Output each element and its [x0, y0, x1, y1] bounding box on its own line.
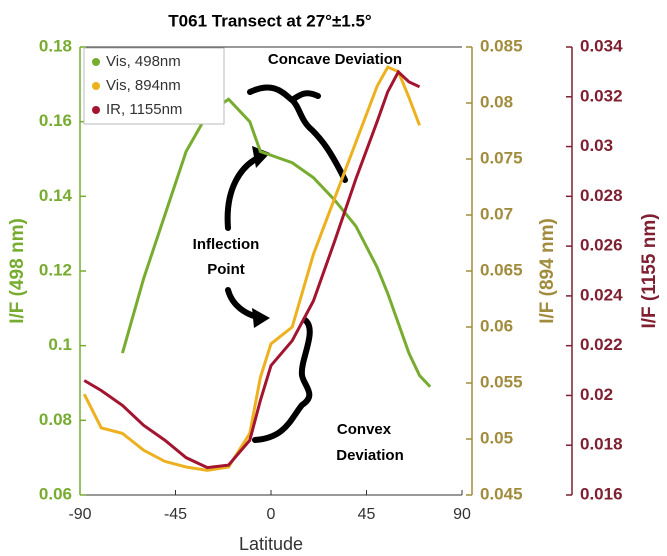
annotation: Concave Deviation: [268, 51, 402, 68]
y3-tick-label: 0.018: [580, 435, 623, 454]
legend-label: Vis, 894nm: [106, 77, 181, 94]
y-tick-label: 0.14: [39, 186, 73, 205]
y3-tick-label: 0.028: [580, 186, 623, 205]
y3-tick-label: 0.022: [580, 335, 623, 354]
y-tick-label: 0.08: [39, 410, 72, 429]
annotation: Inflection: [193, 236, 260, 253]
arrow-head: [252, 308, 270, 328]
y-tick-label: 0.12: [39, 260, 72, 279]
arrow-head: [252, 146, 270, 168]
legend-label: IR, 1155nm: [106, 101, 182, 118]
concave-brace: [247, 84, 348, 183]
y2-tick-label: 0.07: [480, 204, 513, 223]
y3-tick-label: 0.032: [580, 86, 623, 105]
x-axis-label: Latitude: [239, 534, 303, 554]
y3-tick-label: 0.016: [580, 484, 623, 503]
y2-tick-label: 0.075: [480, 148, 523, 167]
legend-box: [83, 47, 225, 125]
y2-tick-label: 0.045: [480, 484, 523, 503]
y3-tick-label: 0.024: [580, 285, 623, 304]
y-tick-label: 0.18: [39, 36, 72, 55]
y-axis-label: I/F (498 nm): [7, 218, 28, 324]
y3-tick-label: 0.02: [580, 385, 613, 404]
y3-tick-label: 0.03: [580, 136, 613, 155]
y2-tick-label: 0.08: [480, 92, 513, 111]
legend-label: Vis, 498nm: [106, 53, 181, 70]
x-tick-label: 0: [267, 506, 276, 523]
annotation: Point: [207, 261, 245, 278]
annotation: Convex: [337, 421, 392, 438]
y-tick-label: 0.1: [48, 335, 72, 354]
y2-tick-label: 0.055: [480, 372, 523, 391]
legend-marker: [92, 106, 100, 114]
annotation-shapes: [224, 84, 348, 443]
annotation: Deviation: [336, 447, 404, 464]
y3-tick-label: 0.034: [580, 36, 623, 55]
y3-tick-label: 0.026: [580, 236, 623, 255]
y-tick-label: 0.16: [39, 111, 72, 130]
x-tick-label: -90: [68, 506, 91, 523]
legend-marker: [92, 82, 100, 90]
x-tick-label: -45: [164, 506, 187, 523]
y-tick-label: 0.06: [39, 484, 72, 503]
series-line: [121, 97, 432, 388]
series-line: [82, 65, 421, 472]
x-tick-label: 90: [453, 506, 471, 523]
y2-tick-label: 0.05: [480, 428, 513, 447]
legend: Vis, 498nm Vis, 894nm IR, 1155nm: [83, 47, 225, 125]
legend-marker: [92, 58, 100, 66]
y2-axis-label: I/F (894 nm): [537, 218, 558, 324]
y2-tick-label: 0.06: [480, 316, 513, 335]
series-line: [83, 69, 421, 470]
convex-brace: [252, 317, 313, 443]
y2-tick-label: 0.085: [480, 36, 523, 55]
arrow-heads: [252, 146, 270, 328]
x-tick-label: 45: [358, 506, 376, 523]
axes: -90 -45 0 45 90 0.06 0.08 0.1 0.12 0.14 0.16 0.18 0.…: [39, 36, 623, 523]
y3-axis-label: I/F (1155 nm): [639, 213, 660, 328]
y2-tick-label: 0.065: [480, 260, 523, 279]
chart-title: T061 Transect at 27°±1.5°: [168, 11, 372, 30]
